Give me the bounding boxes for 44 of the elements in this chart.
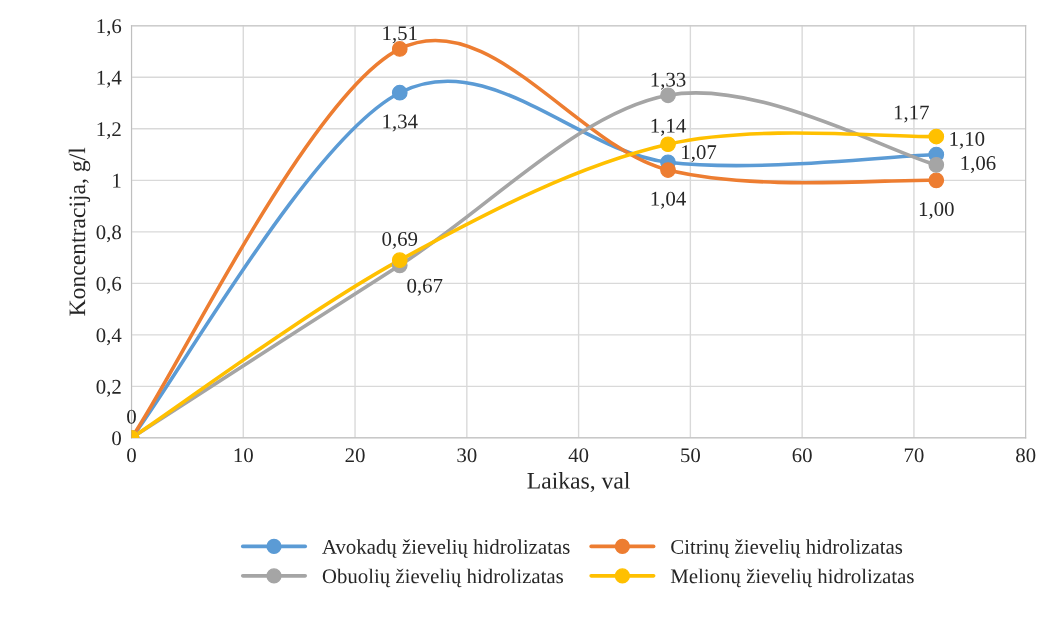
data-label: 1,14 (651, 118, 686, 136)
x-tick-label: 80 (1016, 448, 1036, 463)
x-tick-label: 30 (457, 448, 477, 463)
legend-label: Melionų žievelių hidrolizatas (670, 568, 914, 588)
point (660, 162, 676, 178)
x-tick-label: 10 (234, 448, 253, 463)
y-tick-label: 1,6 (97, 19, 122, 37)
y-tick-label: 0,4 (96, 328, 122, 346)
y-tick-label: 1,2 (97, 122, 121, 140)
y-tick-label: 1 (113, 173, 121, 188)
point (928, 156, 945, 173)
y-tick-label: 0,2 (96, 379, 121, 397)
data-label: 0 (127, 409, 136, 424)
data-label: 1,07 (682, 145, 717, 163)
data-label: 0,67 (407, 278, 443, 296)
point (928, 128, 945, 145)
legend-label: Citrinų žievelių hidrolizatas (671, 539, 903, 558)
x-tick-label: 0 (127, 448, 136, 463)
y-tick-label: 1,4 (97, 70, 122, 88)
data-label: 0,69 (382, 231, 418, 249)
x-tick-label: 60 (792, 448, 812, 463)
y-tick-label: 0,8 (96, 225, 121, 243)
data-label: 1,06 (961, 156, 996, 174)
data-label: 1,34 (383, 114, 418, 132)
data-label: 1,00 (919, 202, 954, 220)
data-label: 1,04 (651, 191, 686, 209)
y-tick-label: 0 (112, 431, 121, 446)
point (660, 136, 676, 153)
data-label: 1,10 (950, 131, 985, 149)
x-tick-label: 70 (904, 448, 924, 463)
legend-label: Avokadų žievelių hidrolizatas (322, 539, 570, 558)
y-axis-title: Koncentracija, g/l (68, 147, 91, 316)
point (391, 84, 408, 101)
point (928, 172, 945, 189)
x-tick-label: 40 (568, 448, 589, 463)
point (391, 252, 408, 269)
data-label: 1,33 (651, 72, 686, 90)
data-label: 1,17 (894, 105, 929, 123)
x-tick-label: 50 (681, 448, 700, 463)
x-tick-label: 20 (345, 448, 365, 463)
legend-label: Obuolių žievelių hidrolizatas (322, 568, 563, 588)
y-tick-label: 0,6 (96, 276, 122, 294)
x-axis-title: Laikas, val (527, 472, 630, 493)
data-label: 1,51 (383, 26, 417, 44)
